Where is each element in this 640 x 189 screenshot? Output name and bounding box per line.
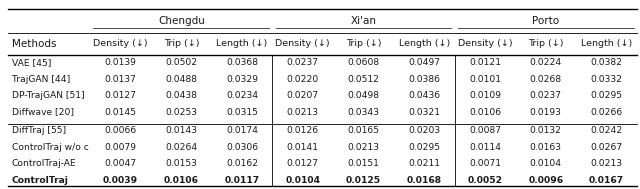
- Text: 0.0109: 0.0109: [469, 91, 501, 100]
- Text: Chengdu: Chengdu: [158, 16, 205, 26]
- Text: 0.0382: 0.0382: [591, 58, 623, 67]
- Text: 0.0498: 0.0498: [348, 91, 380, 100]
- Text: 0.0047: 0.0047: [104, 159, 137, 168]
- Text: 0.0211: 0.0211: [408, 159, 440, 168]
- Text: 0.0071: 0.0071: [469, 159, 501, 168]
- Text: 0.0267: 0.0267: [590, 143, 623, 152]
- Text: Length (↓): Length (↓): [216, 40, 268, 48]
- Text: 0.0106: 0.0106: [469, 108, 501, 117]
- Text: 0.0066: 0.0066: [104, 126, 137, 135]
- Text: 0.0608: 0.0608: [348, 58, 380, 67]
- Text: 0.0329: 0.0329: [226, 75, 258, 84]
- Text: Diffwave [20]: Diffwave [20]: [12, 108, 74, 117]
- Text: 0.0488: 0.0488: [165, 75, 197, 84]
- Text: DiffTraj [55]: DiffTraj [55]: [12, 126, 66, 135]
- Text: 0.0101: 0.0101: [469, 75, 501, 84]
- Text: 0.0306: 0.0306: [226, 143, 258, 152]
- Text: ControlTraj w/o c: ControlTraj w/o c: [12, 143, 88, 152]
- Text: 0.0386: 0.0386: [408, 75, 440, 84]
- Text: 0.0079: 0.0079: [104, 143, 136, 152]
- Text: 0.0139: 0.0139: [105, 58, 136, 67]
- Text: 0.0114: 0.0114: [469, 143, 501, 152]
- Text: 0.0203: 0.0203: [408, 126, 440, 135]
- Text: 0.0153: 0.0153: [165, 159, 197, 168]
- Text: Trip (↓): Trip (↓): [346, 40, 381, 48]
- Text: 0.0104: 0.0104: [530, 159, 562, 168]
- Text: ControlTraj: ControlTraj: [12, 176, 68, 185]
- Text: 0.0497: 0.0497: [408, 58, 440, 67]
- Text: 0.0213: 0.0213: [287, 108, 319, 117]
- Text: 0.0127: 0.0127: [104, 91, 136, 100]
- Text: 0.0264: 0.0264: [165, 143, 198, 152]
- Text: Density (↓): Density (↓): [458, 40, 512, 48]
- Text: 0.0321: 0.0321: [408, 108, 440, 117]
- Text: Length (↓): Length (↓): [399, 40, 450, 48]
- Text: 0.0332: 0.0332: [591, 75, 623, 84]
- Text: Xi'an: Xi'an: [351, 16, 376, 26]
- Text: 0.0137: 0.0137: [105, 75, 136, 84]
- Text: 0.0234: 0.0234: [226, 91, 258, 100]
- Text: TrajGAN [44]: TrajGAN [44]: [12, 75, 70, 84]
- Text: 0.0174: 0.0174: [226, 126, 258, 135]
- Text: ControlTraj-AE: ControlTraj-AE: [12, 159, 76, 168]
- Text: Trip (↓): Trip (↓): [164, 40, 199, 48]
- Text: 0.0224: 0.0224: [529, 58, 562, 67]
- Text: 0.0151: 0.0151: [348, 159, 380, 168]
- Text: Density (↓): Density (↓): [93, 40, 148, 48]
- Text: 0.0104: 0.0104: [285, 176, 320, 185]
- Text: DP-TrajGAN [51]: DP-TrajGAN [51]: [12, 91, 84, 100]
- Text: 0.0237: 0.0237: [530, 91, 562, 100]
- Text: 0.0143: 0.0143: [165, 126, 197, 135]
- Text: 0.0213: 0.0213: [348, 143, 380, 152]
- Text: 0.0315: 0.0315: [226, 108, 258, 117]
- Text: 0.0165: 0.0165: [348, 126, 380, 135]
- Text: 0.0266: 0.0266: [590, 108, 623, 117]
- Text: 0.0207: 0.0207: [287, 91, 319, 100]
- Text: Methods: Methods: [12, 39, 56, 49]
- Text: 0.0127: 0.0127: [287, 159, 319, 168]
- Text: 0.0106: 0.0106: [164, 176, 199, 185]
- Text: VAE [45]: VAE [45]: [12, 58, 51, 67]
- Text: 0.0039: 0.0039: [103, 176, 138, 185]
- Text: 0.0163: 0.0163: [530, 143, 562, 152]
- Text: 0.0087: 0.0087: [469, 126, 501, 135]
- Text: 0.0117: 0.0117: [225, 176, 260, 185]
- Text: 0.0168: 0.0168: [406, 176, 442, 185]
- Text: 0.0213: 0.0213: [591, 159, 623, 168]
- Text: 0.0253: 0.0253: [165, 108, 197, 117]
- Text: 0.0242: 0.0242: [590, 126, 623, 135]
- Text: Porto: Porto: [532, 16, 559, 26]
- Text: 0.0145: 0.0145: [104, 108, 136, 117]
- Text: 0.0438: 0.0438: [165, 91, 197, 100]
- Text: 0.0126: 0.0126: [287, 126, 319, 135]
- Text: 0.0096: 0.0096: [528, 176, 563, 185]
- Text: 0.0141: 0.0141: [287, 143, 319, 152]
- Text: 0.0193: 0.0193: [530, 108, 562, 117]
- Text: 0.0125: 0.0125: [346, 176, 381, 185]
- Text: 0.0162: 0.0162: [226, 159, 258, 168]
- Text: 0.0343: 0.0343: [348, 108, 380, 117]
- Text: Density (↓): Density (↓): [275, 40, 330, 48]
- Text: 0.0368: 0.0368: [226, 58, 258, 67]
- Text: 0.0121: 0.0121: [469, 58, 501, 67]
- Text: 0.0237: 0.0237: [287, 58, 319, 67]
- Text: 0.0436: 0.0436: [408, 91, 440, 100]
- Text: 0.0268: 0.0268: [530, 75, 562, 84]
- Text: 0.0167: 0.0167: [589, 176, 624, 185]
- Text: 0.0512: 0.0512: [348, 75, 380, 84]
- Text: 0.0295: 0.0295: [408, 143, 440, 152]
- Text: Length (↓): Length (↓): [581, 40, 632, 48]
- Text: 0.0220: 0.0220: [287, 75, 319, 84]
- Text: 0.0132: 0.0132: [530, 126, 562, 135]
- Text: 0.0052: 0.0052: [467, 176, 502, 185]
- Text: Trip (↓): Trip (↓): [528, 40, 563, 48]
- Text: 0.0295: 0.0295: [591, 91, 623, 100]
- Text: 0.0502: 0.0502: [165, 58, 197, 67]
